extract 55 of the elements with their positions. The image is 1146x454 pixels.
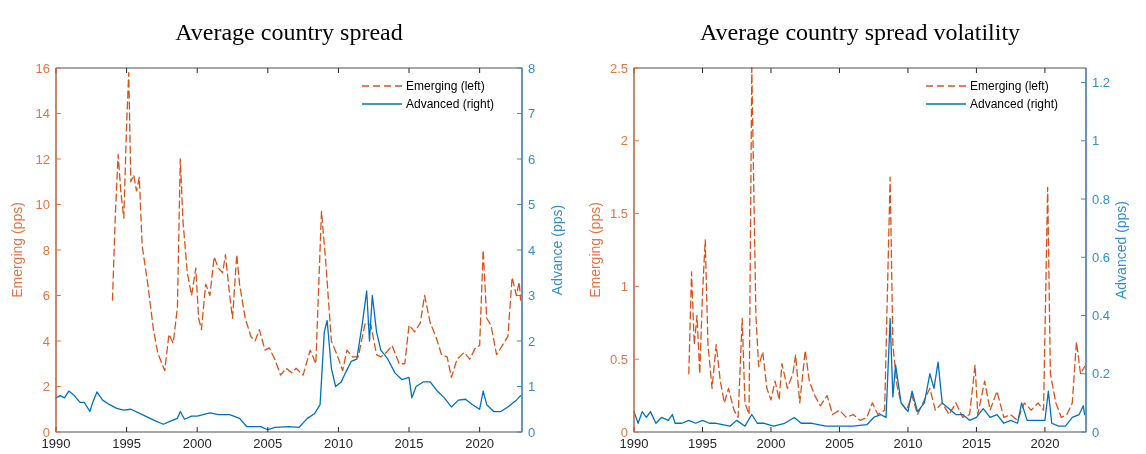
y2-tick-label: 1 <box>528 379 536 395</box>
chart-title: Average country spread <box>175 19 403 45</box>
y2-axis-title: Advanced (pps) <box>1113 200 1129 300</box>
y2-tick-label: 7 <box>528 106 536 122</box>
y-tick-label: 2 <box>620 133 628 149</box>
y2-tick-label: 8 <box>528 60 536 76</box>
y2-tick-label: 6 <box>528 151 536 167</box>
y-tick-label: 6 <box>42 288 50 304</box>
y2-tick-label: 1 <box>1092 133 1100 149</box>
y-tick-label: 4 <box>42 333 50 349</box>
y2-axis-title: Advance (pps) <box>549 204 565 296</box>
x-tick-label: 2005 <box>253 436 283 451</box>
line-series <box>111 71 522 379</box>
y-tick-label: 14 <box>35 106 50 122</box>
x-tick-label: 2010 <box>323 436 353 451</box>
y-tick-label: 1 <box>620 278 628 294</box>
y-tick-label: 1.5 <box>609 206 628 222</box>
legend-label: Emerging (left) <box>970 79 1049 94</box>
x-tick-label: 2020 <box>465 436 495 451</box>
x-tick-label: 1995 <box>688 436 717 451</box>
x-tick-label: 2015 <box>961 436 991 451</box>
y2-tick-label: 0.4 <box>1092 308 1111 324</box>
y-tick-label: 0.5 <box>609 351 628 367</box>
y-tick-label: 10 <box>35 197 50 213</box>
chart-title: Average country spread volatility <box>699 19 1021 45</box>
y-tick-label: 16 <box>35 60 50 76</box>
x-tick-label: 2000 <box>756 436 786 451</box>
y2-tick-label: 5 <box>528 197 536 213</box>
line-series <box>55 290 522 431</box>
x-tick-label: 2010 <box>893 436 923 451</box>
legend-label: Emerging (left) <box>406 79 485 94</box>
y-tick-label: 2.5 <box>609 60 628 76</box>
y2-tick-label: 0 <box>1092 424 1100 440</box>
legend-label: Advanced (right) <box>406 97 495 112</box>
y2-tick-label: 0.2 <box>1092 366 1111 382</box>
x-tick-label: 2015 <box>394 436 424 451</box>
x-tick-label: 2005 <box>824 436 854 451</box>
y2-tick-label: 0.8 <box>1092 191 1111 207</box>
x-tick-label: 2000 <box>182 436 212 451</box>
line-series <box>688 67 1086 421</box>
x-tick-label: 2020 <box>1030 436 1060 451</box>
x-tick-label: 1995 <box>112 436 142 451</box>
y-tick-label: 8 <box>42 242 50 258</box>
y2-tick-label: 0 <box>528 424 536 440</box>
y2-tick-label: 3 <box>528 288 536 304</box>
y2-tick-label: 0.6 <box>1092 249 1111 265</box>
y-axis-title: Emerging (pps) <box>9 202 25 298</box>
y-tick-label: 2 <box>42 379 50 395</box>
y-tick-label: 12 <box>35 151 50 167</box>
y-axis-title: Emerging (pps) <box>587 202 603 298</box>
line-series <box>633 317 1086 427</box>
legend-label: Advanced (right) <box>970 97 1059 112</box>
y2-tick-label: 4 <box>528 242 536 258</box>
y2-tick-label: 2 <box>528 333 536 349</box>
y2-tick-label: 1.2 <box>1092 75 1111 91</box>
